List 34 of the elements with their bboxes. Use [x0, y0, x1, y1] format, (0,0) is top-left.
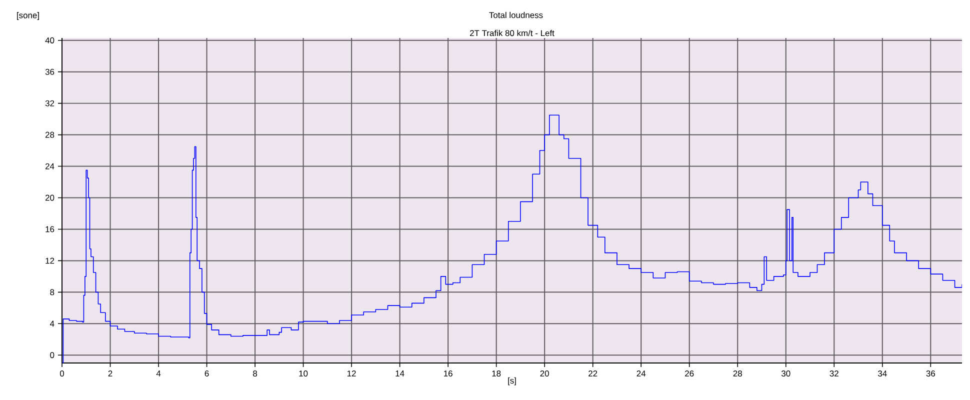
x-tick-label: 24: [636, 370, 646, 376]
x-tick-label: 34: [878, 370, 887, 377]
y-tick-label: 20: [45, 194, 54, 201]
x-tick-label: 2: [108, 370, 112, 376]
chart-title: Total loudness: [489, 12, 543, 18]
x-tick-label: 0: [60, 370, 64, 377]
x-tick-label: 32: [830, 370, 838, 377]
x-tick-label: 22: [588, 370, 598, 376]
y-tick-label: 36: [45, 68, 54, 75]
x-tick-label: 14: [396, 370, 404, 376]
x-tick-label: 28: [733, 370, 742, 377]
x-tick-label: 12: [347, 370, 356, 376]
x-tick-label: 30: [781, 370, 790, 377]
y-tick-label: 8: [50, 289, 54, 296]
x-tick-label: 4: [156, 370, 161, 376]
y-tick-label: 16: [46, 226, 54, 232]
x-tick-label: 36: [926, 370, 935, 377]
chart-subtitle: 2T Trafik 80 km/t - Left: [470, 30, 554, 36]
x-tick-label: 20: [540, 370, 549, 377]
x-axis-title: [s]: [508, 377, 516, 386]
y-tick-label: 0: [50, 352, 54, 358]
y-tick-label: 4: [50, 320, 54, 327]
x-tick-label: 8: [253, 370, 258, 377]
x-tick-label: 26: [685, 370, 694, 377]
y-tick-label: 32: [45, 100, 54, 106]
y-tick-label: 28: [45, 132, 54, 138]
x-tick-label: 16: [444, 370, 452, 377]
x-tick-label: 6: [204, 370, 209, 377]
y-tick-label: 12: [46, 258, 54, 264]
x-tick-label: 10: [299, 370, 308, 377]
x-tick-label: 18: [492, 370, 501, 377]
y-tick-label: 40: [45, 37, 54, 44]
y-tick-label: 24: [45, 163, 54, 170]
y-axis-title: [sone]: [17, 12, 39, 20]
